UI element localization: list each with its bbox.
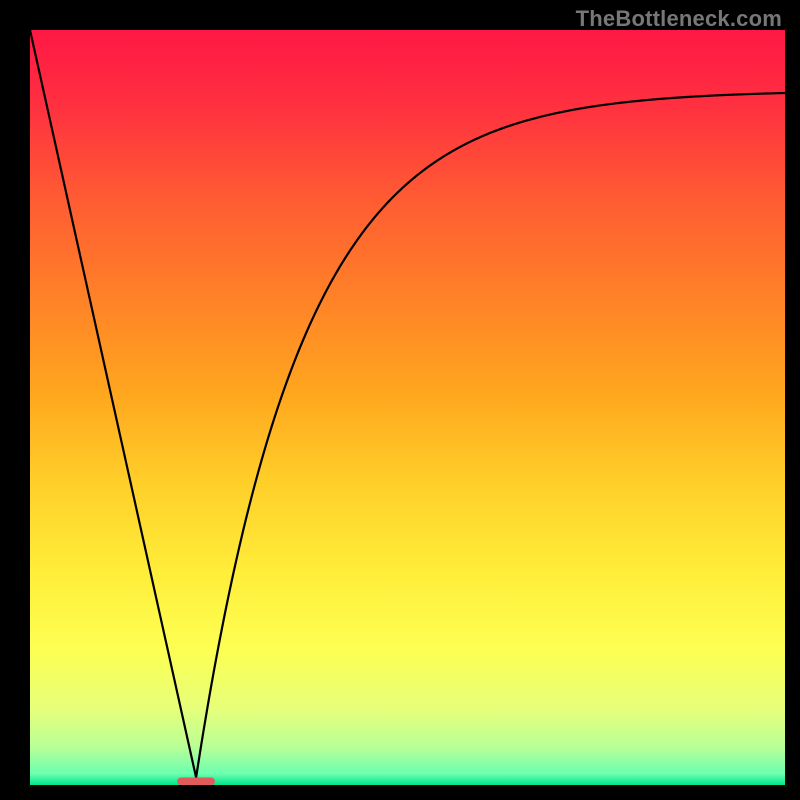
optimal-marker bbox=[177, 777, 215, 785]
watermark-text: TheBottleneck.com bbox=[576, 6, 782, 32]
plot-svg bbox=[30, 30, 785, 785]
chart-canvas: TheBottleneck.com bbox=[0, 0, 800, 800]
plot-area bbox=[30, 30, 785, 785]
gradient-background bbox=[30, 30, 785, 785]
